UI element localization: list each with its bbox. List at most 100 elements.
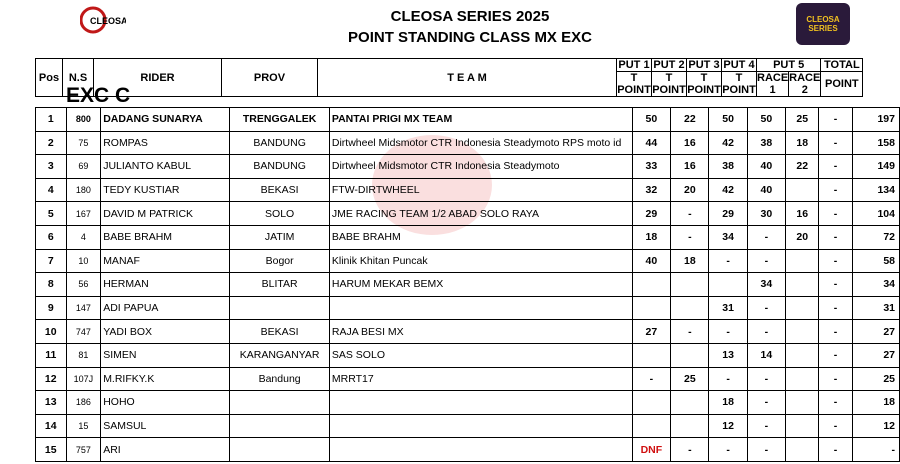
cell-p4: 38	[746, 130, 787, 156]
cell-total: 58	[851, 248, 900, 274]
cell-p2	[670, 295, 710, 321]
table-row: 12 107J M.RIFKY.K Bandung MRRT17-25- - -25	[35, 366, 900, 392]
col-race1: RACE 1	[755, 71, 790, 97]
cell-r1	[785, 342, 820, 368]
cell-prov: Bogor	[229, 248, 330, 274]
cell-ns: 107J	[65, 366, 102, 392]
col-put3: PUT 3	[686, 58, 722, 72]
cell-p1	[631, 272, 672, 297]
cell-prov	[229, 295, 330, 321]
cell-pos: 8	[35, 272, 67, 297]
col-tpoint: T POINT	[651, 71, 687, 97]
cell-rider: BABE BRAHM	[100, 224, 231, 250]
cell-p1: 29	[631, 201, 672, 226]
cell-ns: 186	[65, 390, 102, 415]
col-rider: RIDER	[93, 58, 222, 97]
cell-total: 104	[851, 201, 900, 226]
cell-p4: -	[746, 319, 787, 344]
cell-prov: BEKASI	[229, 319, 330, 344]
cell-prov: JATIM	[229, 224, 330, 250]
cell-rider: YADI BOX	[100, 319, 231, 344]
col-point: POINT	[820, 71, 864, 97]
cell-team: MRRT17	[328, 366, 633, 392]
cell-pos: 3	[35, 154, 67, 179]
table-row: 7 10 MANAF Bogor Klinik Khitan Puncak 40 18- - -…	[35, 248, 900, 274]
col-prov: PROV	[221, 58, 318, 97]
cell-rider: SAMSUL	[100, 413, 231, 439]
cell-p2: 16	[670, 154, 710, 179]
cell-ns: 800	[65, 107, 102, 132]
cell-pos: 11	[35, 342, 67, 368]
cell-team: BABE BRAHM	[328, 224, 633, 250]
cell-r2: -	[818, 390, 853, 415]
cell-r1	[785, 248, 820, 274]
cell-prov: BEKASI	[229, 177, 330, 203]
cell-team	[328, 390, 633, 415]
cell-total: 27	[851, 342, 900, 368]
cell-rider: JULIANTO KABUL	[100, 154, 231, 179]
cell-total: 12	[851, 413, 900, 439]
table-row: 8 56 HERMAN BLITAR HARUM MEKAR BEMX 34-34	[35, 272, 900, 297]
cell-r1	[785, 177, 820, 203]
cell-pos: 6	[35, 224, 67, 250]
cell-r1	[785, 366, 820, 392]
cleosa-logo: CLEOSA	[80, 6, 126, 34]
cell-p1	[631, 295, 672, 321]
cell-ns: 180	[65, 177, 102, 203]
cell-team: HARUM MEKAR BEMX	[328, 272, 633, 297]
cell-p2	[670, 272, 710, 297]
cell-p1: DNF	[631, 437, 672, 462]
cell-r2: -	[818, 154, 853, 179]
cell-team: Dirtwheel Midsmotor CTR Indonesia Steady…	[328, 154, 633, 179]
cell-p3: 13	[708, 342, 748, 368]
cell-p1: 50	[631, 107, 672, 132]
cell-p1: 27	[631, 319, 672, 344]
cell-pos: 4	[35, 177, 67, 203]
svg-text:CLEOSA: CLEOSA	[90, 16, 126, 26]
cell-p2: -	[670, 201, 710, 226]
col-tpoint: T POINT	[616, 71, 652, 97]
cell-p1: 44	[631, 130, 672, 156]
cell-p4: 40	[746, 154, 787, 179]
cell-rider: ROMPAS	[100, 130, 231, 156]
cell-ns: 56	[65, 272, 102, 297]
cell-p2	[670, 390, 710, 415]
cell-p3: 12	[708, 413, 748, 439]
cell-p1: 40	[631, 248, 672, 274]
cell-p2: -	[670, 437, 710, 462]
cell-r2: -	[818, 413, 853, 439]
cell-r1	[785, 390, 820, 415]
cell-rider: DAVID M PATRICK	[100, 201, 231, 226]
table-row: 13 186 HOHO 18- -18	[35, 390, 900, 415]
cell-p2	[670, 413, 710, 439]
cell-total: 27	[851, 319, 900, 344]
cell-rider: HOHO	[100, 390, 231, 415]
cell-r2: -	[818, 224, 853, 250]
cell-prov: BANDUNG	[229, 130, 330, 156]
col-team: T E A M	[317, 58, 617, 97]
cell-prov: BLITAR	[229, 272, 330, 297]
cell-ns: 75	[65, 130, 102, 156]
cell-team	[328, 295, 633, 321]
cell-total: -	[851, 437, 900, 462]
cell-total: 72	[851, 224, 900, 250]
cell-team: Dirtwheel Midsmotor CTR Indonesia Steady…	[328, 130, 633, 156]
table-row: 15 757 ARI DNF - - - - -	[35, 437, 900, 462]
cell-r1: 18	[785, 130, 820, 156]
cell-p3: 34	[708, 224, 748, 250]
class-label: EXC C	[66, 84, 131, 107]
cell-pos: 5	[35, 201, 67, 226]
cell-r1	[785, 295, 820, 321]
cell-p4: -	[746, 224, 787, 250]
cell-prov: TRENGGALEK	[229, 107, 330, 132]
cell-r1: 20	[785, 224, 820, 250]
cell-p2: 20	[670, 177, 710, 203]
table-row: 3 69 JULIANTO KABUL BANDUNG Dirtwheel Midsmo…	[35, 154, 900, 179]
col-tpoint: T POINT	[721, 71, 757, 97]
table-row: 11 81 SIMEN KARANGANYAR SAS SOLO 13 14 -27	[35, 342, 900, 368]
cell-rider: DADANG SUNARYA	[100, 107, 231, 132]
cell-p3: 31	[708, 295, 748, 321]
cell-rider: ARI	[100, 437, 231, 462]
cell-p4: 50	[746, 107, 787, 132]
cell-pos: 9	[35, 295, 67, 321]
